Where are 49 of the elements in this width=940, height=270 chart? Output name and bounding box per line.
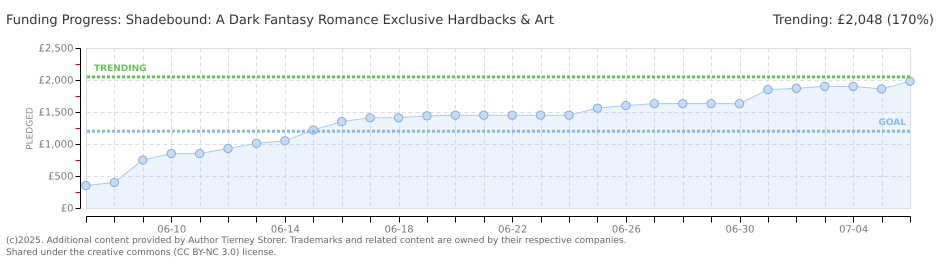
point [792,84,802,93]
point [138,155,148,165]
x-tick-label: 06-22 [498,224,528,236]
point [678,99,688,108]
point [422,111,432,121]
y-tick-label: £1,500 [38,108,74,118]
point [508,110,517,120]
y-tick-label: £1,000 [38,140,74,150]
x-tick-label: 07-04 [839,224,868,236]
point [81,180,91,190]
point [394,113,404,122]
point [223,144,233,154]
point [110,178,120,188]
point [650,99,659,108]
point [876,84,886,94]
y-axis-title: PLEDGED [26,107,36,150]
x-tick-label: 06-14 [270,224,300,236]
point [280,136,290,146]
chart-subtitle: Trending: £2,048 (170%) [772,13,934,28]
point [905,76,915,86]
point [592,103,602,113]
point [194,148,204,158]
point [621,100,631,110]
point [450,110,460,120]
ref-line-label: TRENDING [94,64,146,74]
x-tick-label: 06-18 [384,224,414,236]
chart-title: Funding Progress: Shadebound: A Dark Fantasy Romance Exclusive Hardbacks & Art [6,13,554,28]
y-tick-label: £500 [48,172,74,182]
point [820,82,830,92]
point [166,148,176,158]
point [706,99,716,108]
y-tick-label: £2,000 [38,76,74,86]
point [536,110,546,120]
point [252,138,262,148]
x-tick-label: 06-10 [157,224,186,236]
y-tick-label: £2,500 [38,44,74,54]
point [337,116,346,126]
point [848,82,858,92]
point [734,99,744,108]
text: Shared under the creative commons (CC BY-NC 3.0) license. [6,248,277,258]
point [479,110,488,120]
x-tick-label: 06-30 [725,224,755,236]
ref-line-label: GOAL [878,118,906,128]
point [564,110,574,120]
point [763,84,773,94]
text: (c)2025. Additional content provided by Author Tierney Storer. Trademarks and related content are owned by their respective companies. [6,236,626,246]
x-tick-label: 06-26 [612,224,641,236]
point [365,113,375,122]
y-tick-label: £0 [60,204,74,214]
